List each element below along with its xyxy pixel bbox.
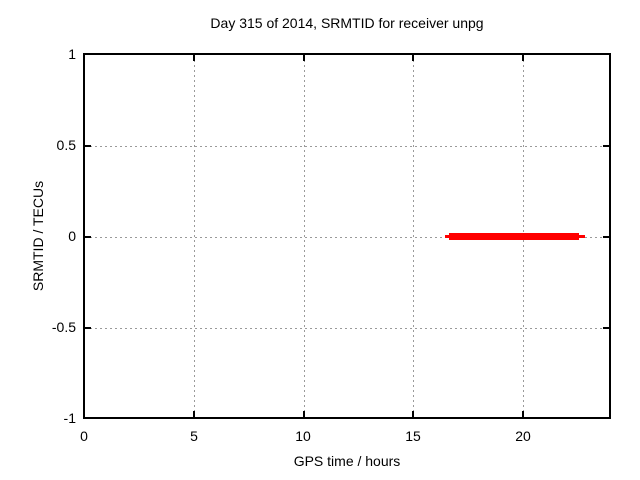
y-tick-label-1: 1 xyxy=(68,46,76,62)
y-tick-right-0 xyxy=(603,236,609,238)
y-tick-left-0.5 xyxy=(85,145,91,147)
gridline-x-5 xyxy=(194,55,195,417)
gridline-x-10 xyxy=(304,55,305,417)
y-tick-left--0.5 xyxy=(85,327,91,329)
y-tick-label--1: -1 xyxy=(63,410,76,426)
y-tick-label-0.5: 0.5 xyxy=(56,137,76,153)
x-tick-label-5: 5 xyxy=(190,428,198,444)
y-tick-label--0.5: -0.5 xyxy=(51,319,76,335)
x-tick-label-15: 15 xyxy=(405,428,421,444)
y-tick-right--0.5 xyxy=(603,327,609,329)
x-tick-bottom-20 xyxy=(522,411,524,417)
y-tick-right-0.5 xyxy=(603,145,609,147)
x-tick-bottom-5 xyxy=(193,411,195,417)
gridline-y--0.5 xyxy=(85,328,609,329)
x-tick-top-5 xyxy=(193,55,195,61)
x-tick-top-10 xyxy=(303,55,305,61)
x-tick-top-15 xyxy=(412,55,414,61)
x-tick-bottom-15 xyxy=(412,411,414,417)
y-tick-left-0 xyxy=(85,236,91,238)
chart-title: Day 315 of 2014, SRMTID for receiver unp… xyxy=(210,15,484,31)
gridline-x-15 xyxy=(413,55,414,417)
x-tick-bottom-10 xyxy=(303,411,305,417)
x-tick-top-20 xyxy=(522,55,524,61)
x-tick-label-0: 0 xyxy=(80,428,88,444)
x-axis-label: GPS time / hours xyxy=(293,453,401,469)
x-tick-label-20: 20 xyxy=(515,428,531,444)
gridline-y-0 xyxy=(85,237,609,238)
series-srmtid-line-thick xyxy=(449,233,579,240)
gridline-y-0.5 xyxy=(85,146,609,147)
y-tick-label-0: 0 xyxy=(68,228,76,244)
x-tick-label-10: 10 xyxy=(295,428,311,444)
